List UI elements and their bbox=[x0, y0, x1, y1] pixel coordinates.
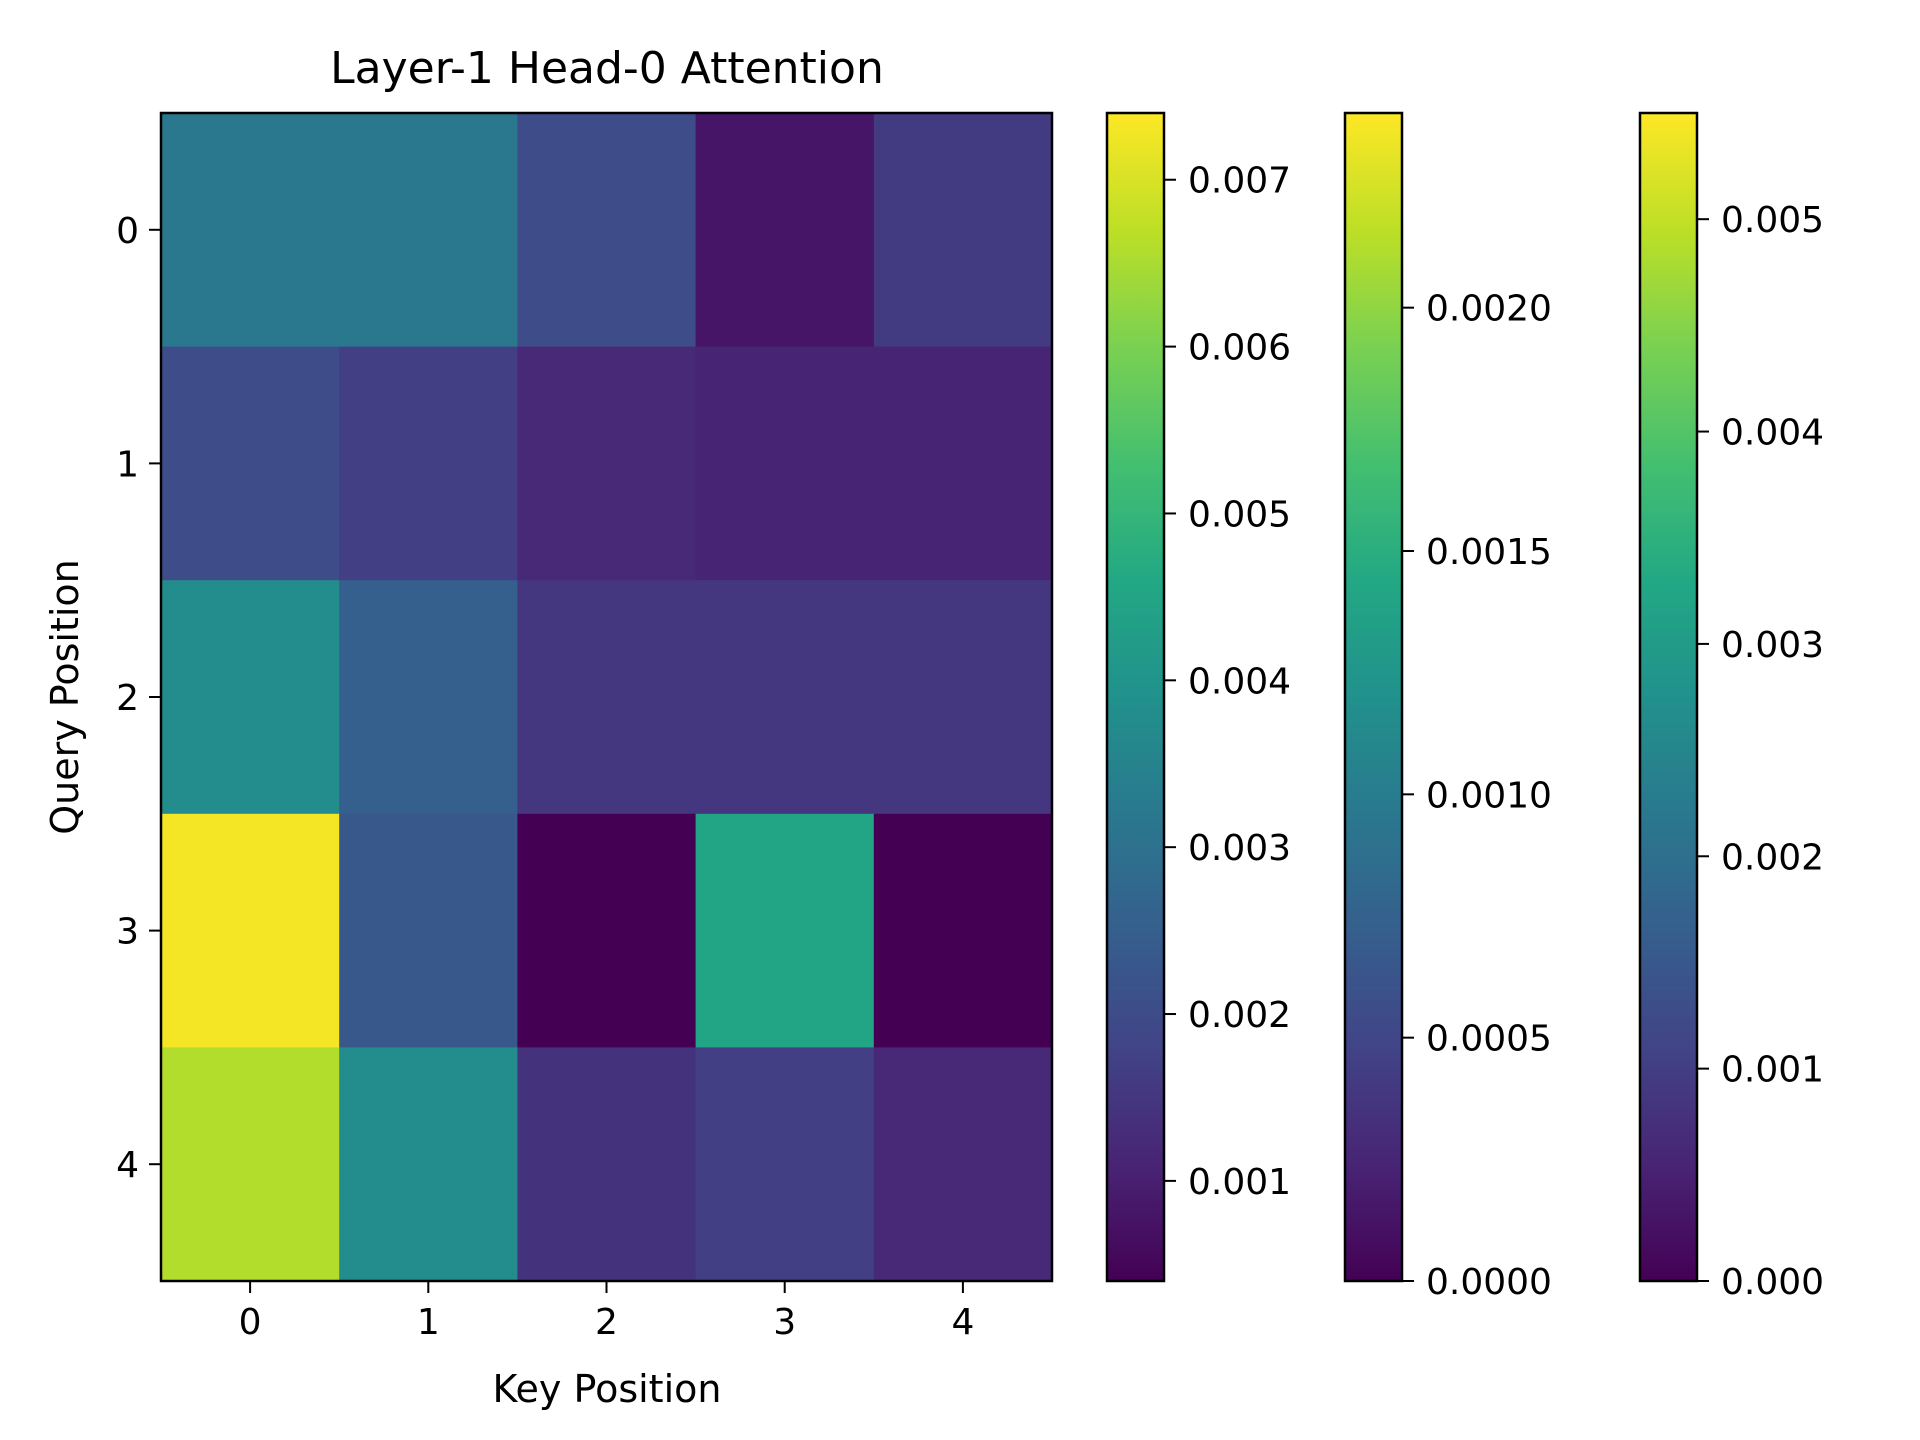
heatmap-cell-r1-c2 bbox=[517, 346, 697, 581]
y-axis-label: Query Position bbox=[43, 559, 87, 835]
colorbar-tick-label: 0.007 bbox=[1188, 161, 1291, 202]
colorbar-tick-label: 0.003 bbox=[1721, 625, 1824, 666]
colorbar-tick-label: 0.0010 bbox=[1426, 775, 1552, 816]
y-tick-label: 4 bbox=[116, 1145, 139, 1186]
heatmap-cell-r4-c2 bbox=[517, 1047, 697, 1282]
colorbar-tick-label: 0.005 bbox=[1188, 494, 1291, 535]
colorbar-tick-label: 0.0005 bbox=[1426, 1019, 1552, 1060]
x-tick-label: 3 bbox=[773, 1302, 796, 1343]
colorbar-tick-label: 0.005 bbox=[1721, 200, 1824, 241]
y-tick-label: 2 bbox=[116, 678, 139, 719]
colorbar-tick-label: 0.000 bbox=[1721, 1262, 1824, 1303]
heatmap-cell-r0-c3 bbox=[695, 113, 875, 348]
heatmap-cell-r1-c0 bbox=[161, 346, 340, 581]
colorbar-tick-label: 0.001 bbox=[1188, 1162, 1291, 1203]
colorbar-tick-label: 0.004 bbox=[1188, 661, 1291, 702]
heatmap-cell-r0-c1 bbox=[339, 113, 518, 348]
heatmap-cell-r1-c4 bbox=[873, 346, 1053, 581]
colorbar-tick-label: 0.003 bbox=[1188, 828, 1291, 869]
heatmap-cell-r3-c2 bbox=[517, 813, 697, 1048]
heatmap-cell-r0-c4 bbox=[873, 113, 1053, 348]
colorbar-tick-label: 0.0020 bbox=[1426, 289, 1552, 330]
heatmap-cell-r2-c1 bbox=[339, 580, 518, 815]
chart-title: Layer-1 Head-0 Attention bbox=[330, 43, 884, 94]
heatmap-cell-r2-c2 bbox=[517, 580, 697, 815]
colorbar-tick-label: 0.002 bbox=[1721, 837, 1824, 878]
heatmap-cell-r4-c0 bbox=[161, 1047, 340, 1282]
colorbar-gradient bbox=[1105, 111, 1166, 1283]
heatmap-cell-r1-c3 bbox=[695, 346, 875, 581]
x-tick-label: 0 bbox=[239, 1302, 262, 1343]
heatmap-cell-r3-c0 bbox=[161, 813, 340, 1048]
colorbar-1: 0.001 0.002 0.003 0.004 0.005 0.006 0.007 bbox=[1105, 111, 1291, 1283]
colorbars: 0.001 0.002 0.003 0.004 0.005 0.006 0.007 0.000… bbox=[1105, 111, 1824, 1303]
y-tick-label: 3 bbox=[116, 912, 139, 953]
colorbar-tick-label: 0.001 bbox=[1721, 1050, 1824, 1091]
colorbar-gradient bbox=[1638, 111, 1699, 1283]
x-tick-label: 1 bbox=[417, 1302, 440, 1343]
y-tick-label: 0 bbox=[116, 211, 139, 252]
heatmap-cell-r4-c1 bbox=[339, 1047, 518, 1282]
heatmap-cell-r3-c4 bbox=[873, 813, 1053, 1048]
colorbar-gradient bbox=[1343, 111, 1404, 1283]
colorbar-3: 0.000 0.001 0.002 0.003 0.004 0.005 bbox=[1638, 111, 1824, 1303]
heatmap-cell-r3-c1 bbox=[339, 813, 518, 1048]
colorbar-tick-label: 0.0000 bbox=[1426, 1262, 1552, 1303]
x-axis-ticks: 0 1 2 3 4 bbox=[239, 1281, 974, 1343]
y-tick-label: 1 bbox=[116, 444, 139, 485]
x-axis-label: Key Position bbox=[493, 1367, 722, 1411]
y-axis-ticks: 0 1 2 3 4 bbox=[116, 211, 161, 1186]
colorbar-2: 0.0000 0.0005 0.0010 0.0015 0.0020 bbox=[1343, 111, 1552, 1303]
heatmap-cell-r0-c0 bbox=[161, 113, 340, 348]
colorbar-tick-label: 0.006 bbox=[1188, 328, 1291, 369]
colorbar-tick-label: 0.0015 bbox=[1426, 532, 1552, 573]
heatmap-cell-r1-c1 bbox=[339, 346, 518, 581]
heatmap-cells bbox=[161, 113, 1053, 1282]
x-tick-label: 4 bbox=[951, 1302, 974, 1343]
colorbar-tick-label: 0.004 bbox=[1721, 413, 1824, 454]
heatmap-cell-r4-c4 bbox=[873, 1047, 1053, 1282]
heatmap-cell-r4-c3 bbox=[695, 1047, 875, 1282]
heatmap-cell-r2-c4 bbox=[873, 580, 1053, 815]
x-tick-label: 2 bbox=[595, 1302, 618, 1343]
heatmap-cell-r2-c0 bbox=[161, 580, 340, 815]
heatmap-cell-r0-c2 bbox=[517, 113, 697, 348]
heatmap-cell-r2-c3 bbox=[695, 580, 875, 815]
heatmap-cell-r3-c3 bbox=[695, 813, 875, 1048]
colorbar-tick-label: 0.002 bbox=[1188, 995, 1291, 1036]
